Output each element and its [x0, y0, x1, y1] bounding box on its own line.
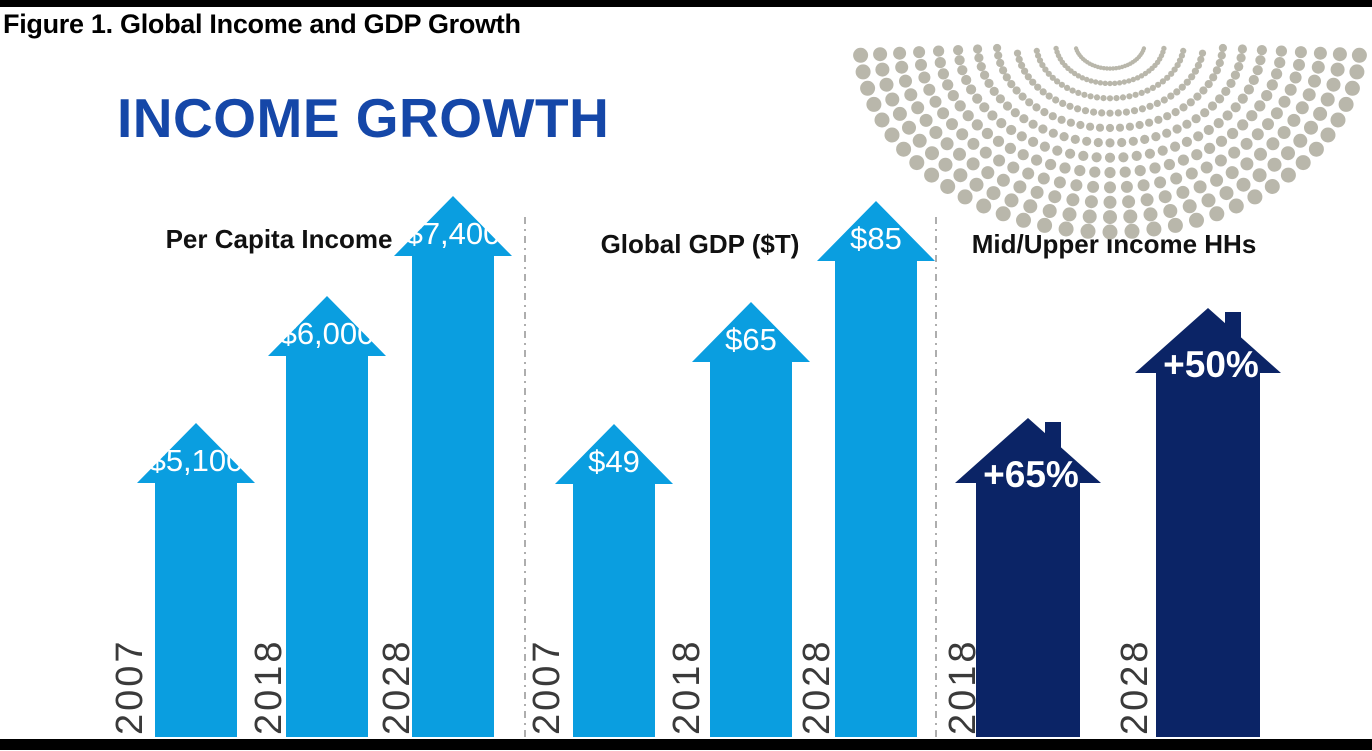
year-axis-label: 2007	[526, 638, 568, 735]
dot-fan-decoration	[853, 43, 1367, 240]
year-axis-label: 2028	[1114, 638, 1156, 735]
value-label: $85	[850, 221, 902, 256]
year-axis-label: 2028	[376, 638, 418, 735]
year-axis-label: 2028	[796, 638, 838, 735]
value-label: $6,000	[280, 316, 375, 351]
year-axis-label: 2018	[666, 638, 708, 735]
year-axis-label: 2018	[942, 638, 984, 735]
value-label: $7,400	[406, 216, 501, 251]
house-pictogram-2018	[955, 418, 1101, 737]
value-label: +50%	[1163, 344, 1259, 385]
top-border-bar	[0, 0, 1372, 7]
growth-arrow-global-gdp-t--2028	[817, 201, 935, 737]
growth-arrow-per-capita-income-2018	[268, 296, 386, 737]
house-pictogram-2028	[1135, 308, 1281, 737]
figure-caption: Figure 1. Global Income and GDP Growth	[3, 9, 521, 39]
bottom-border-bar	[0, 739, 1372, 750]
growth-arrow-global-gdp-t--2007	[555, 424, 673, 737]
value-label: +65%	[983, 454, 1079, 495]
value-label: $5,100	[149, 443, 244, 478]
value-label: $65	[725, 322, 777, 357]
growth-arrow-per-capita-income-2028	[394, 196, 512, 737]
growth-arrow-global-gdp-t--2018	[692, 302, 810, 737]
year-axis-label: 2018	[248, 638, 290, 735]
section-header-global-gdp: Global GDP ($T)	[600, 229, 800, 259]
year-axis-label: 2007	[109, 638, 151, 735]
section-header-per-capita-income: Per Capita Income	[165, 224, 393, 254]
growth-arrow-per-capita-income-2007	[137, 423, 255, 737]
page-title: INCOME GROWTH	[117, 87, 610, 149]
value-label: $49	[588, 444, 640, 479]
